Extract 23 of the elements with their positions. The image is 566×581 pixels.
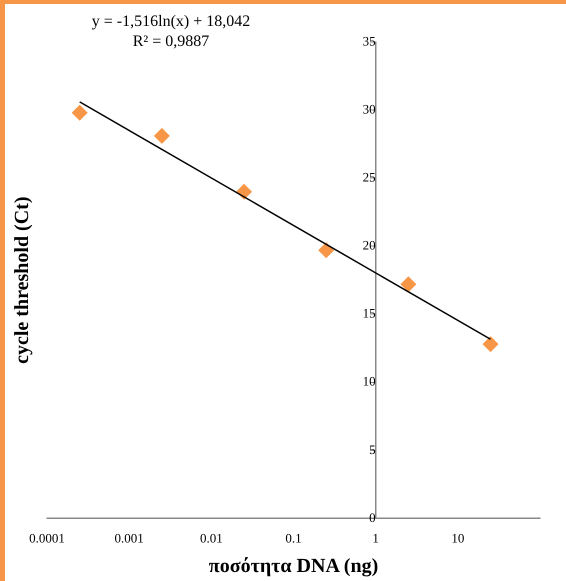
x-tick-label: 0.1 [285,530,302,546]
x-axis-title: ποσότητα DNA (ng) [208,555,378,578]
y-tick-label: 30 [362,101,376,116]
point [482,336,499,352]
y-tick-label: 5 [369,442,376,457]
x-tick-label: 0.001 [114,530,144,546]
text: y = -1,516ln(x) + 18,042 [92,13,250,30]
point [72,104,88,121]
point [154,128,170,144]
y-tick-label: 35 [362,33,376,48]
point [400,276,416,292]
point [318,242,334,258]
y-axis-title: cycle threshold (Ct) [11,196,34,364]
y-tick-label: 10 [362,374,376,389]
y-tick-label: 15 [362,306,376,321]
x-tick-label: 10 [451,530,464,546]
annotation: R² = 0,9887 [132,33,210,50]
x-tick-label: 0.0001 [29,530,65,546]
x-tick-label: 0.01 [200,530,223,546]
y-tick-label: 0 [369,510,376,525]
x-tick-label: 1 [372,530,379,546]
y-tick-label: 25 [362,170,376,185]
y-tick-label: 20 [362,238,376,253]
